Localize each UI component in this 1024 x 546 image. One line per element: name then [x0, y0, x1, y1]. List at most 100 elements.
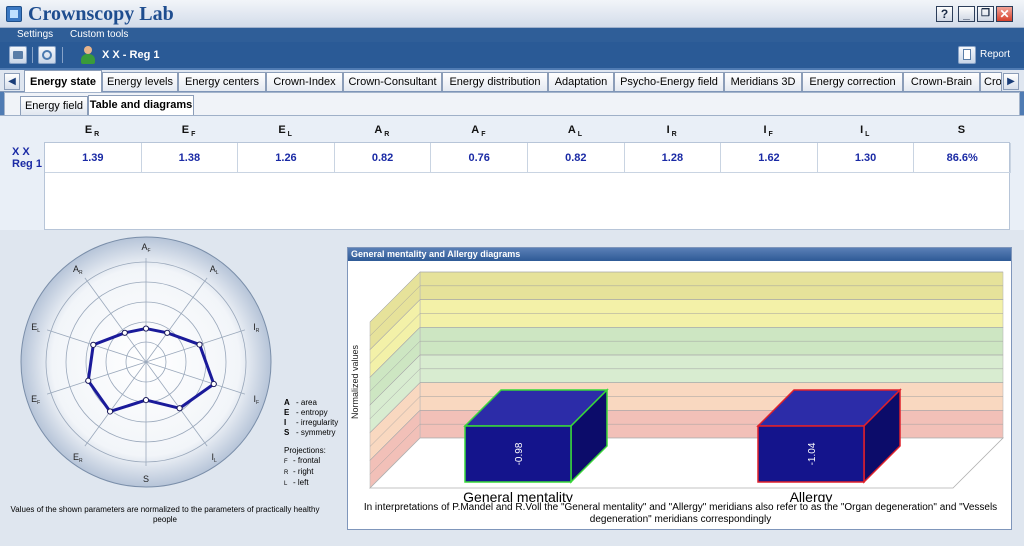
tab-psycho-energy-field[interactable]: Psycho-Energy field	[614, 72, 724, 91]
radar-axis-line	[145, 277, 208, 363]
chart-grid-line	[369, 354, 421, 406]
tab-meridians-3d[interactable]: Meridians 3D	[724, 72, 802, 91]
bar-front-face	[757, 425, 865, 483]
bar-value-label: -0.98	[514, 442, 525, 465]
projection-item: R- right	[284, 467, 314, 476]
radar-axis-line	[46, 329, 147, 363]
category-label: Allergy	[790, 489, 833, 502]
diagram-panel: General mentality and Allergy diagrams N…	[347, 247, 1012, 530]
radar-axis-line	[84, 361, 147, 447]
column-header-af: A F	[471, 124, 486, 139]
diagram-note: In interpretations of P.Mandel and R.Vol…	[363, 502, 998, 525]
tab-adaptation[interactable]: Adaptation	[548, 72, 614, 91]
radar-axis-label: EF	[31, 394, 40, 406]
tab-energy-distribution[interactable]: Energy distribution	[442, 72, 548, 91]
subtab-table-and-diagrams[interactable]: Table and diagrams	[88, 95, 194, 115]
parameters-table: E R E F E L A R A F A L I R I F I L S X X Reg 1 1.…	[0, 116, 1024, 230]
print-icon	[13, 51, 23, 59]
projections-title: Projections:	[284, 446, 326, 455]
column-header-el: E L	[278, 124, 292, 139]
radar-axis-label: IR	[253, 322, 260, 334]
diagram-title: General mentality and Allergy diagrams	[348, 248, 1011, 261]
restore-button[interactable]: ❐	[977, 6, 994, 22]
tabs-scroll-right-button[interactable]: ▶	[1003, 73, 1019, 90]
close-button[interactable]: ✕	[996, 6, 1013, 22]
toolbar: X X - Reg 1 Report	[0, 42, 1024, 68]
tab-energy-state[interactable]: Energy state	[24, 70, 102, 92]
column-header-if: I F	[763, 124, 773, 139]
tab-energy-centers[interactable]: Energy centers	[178, 72, 266, 91]
tab-energy-correction[interactable]: Energy correction	[802, 72, 903, 91]
chart-grid-line	[369, 299, 421, 350]
radar-axis-line	[84, 277, 147, 363]
projection-item: F- frontal	[284, 456, 321, 465]
legend-item: I- irregularity	[284, 418, 339, 427]
radar-note: Values of the shown parameters are norma…	[10, 505, 320, 524]
radar-axis-label: AR	[73, 264, 83, 276]
table-cell: 0.76	[431, 143, 528, 173]
column-header-ef: E F	[181, 124, 196, 139]
tab-crown-consultant[interactable]: Crown-Consultant	[343, 72, 442, 91]
table-cell: 1.30	[817, 143, 915, 173]
chart-grid-line	[369, 340, 421, 392]
toolbar-separator	[32, 47, 33, 63]
data-grid[interactable]: 1.39 1.38 1.26 0.82 0.76 0.82 1.28 1.62 1.30 86.6…	[44, 142, 1011, 230]
subtab-divider	[0, 115, 1024, 116]
chart-grid-line	[369, 423, 421, 475]
menu-custom-tools[interactable]: Custom tools	[70, 29, 129, 40]
tab-crown-partial[interactable]: Cro	[980, 72, 1002, 91]
radar-point	[196, 341, 203, 348]
bar-chart-3d: Normalized values -0.98 General mentality -…	[350, 271, 1004, 502]
category-label: General mentality	[463, 489, 573, 502]
menu-bar: Settings Custom tools	[0, 28, 1024, 42]
table-cell: 86.6%	[914, 143, 1011, 173]
column-header-er: E R	[84, 124, 100, 139]
radar-point	[164, 329, 171, 336]
history-button[interactable]	[38, 46, 56, 64]
title-bar: Crownscopy Lab ? _ ❐ ✕	[0, 0, 1024, 28]
help-button[interactable]: ?	[936, 6, 953, 22]
table-cell: 1.26	[238, 143, 335, 173]
table-cell: 1.62	[721, 143, 818, 173]
subtab-energy-field[interactable]: Energy field	[20, 96, 88, 115]
chart-grid-line	[369, 271, 421, 323]
tab-energy-levels[interactable]: Energy levels	[102, 72, 178, 91]
report-button[interactable]: Report	[980, 49, 1011, 60]
radar-axis-label: AL	[210, 264, 219, 276]
tabs-scroll-left-button[interactable]: ◀	[4, 73, 20, 90]
tab-crown-index[interactable]: Crown-Index	[266, 72, 343, 91]
table-cell: 1.39	[45, 143, 142, 173]
radar-point	[106, 408, 114, 415]
report-icon[interactable]	[958, 46, 976, 64]
chart-grid-line	[369, 327, 421, 378]
column-header-ir: I R	[666, 124, 677, 139]
clock-icon	[42, 50, 52, 60]
minimize-button[interactable]: _	[958, 6, 975, 22]
radar-axis-line	[46, 361, 147, 395]
radar-point	[176, 405, 183, 412]
radar-chart: AF AL IR IF IL S ER EF EL AR	[20, 236, 272, 488]
radar-legend: A- area E - entropy I - irregularity S - symme…	[284, 398, 338, 489]
radar-point	[210, 380, 217, 388]
radar-axis-line	[145, 361, 208, 447]
print-button[interactable]	[9, 46, 27, 64]
projection-item: L- left	[284, 478, 309, 487]
menu-settings[interactable]: Settings	[17, 29, 54, 40]
chart-grid-line	[369, 368, 421, 420]
table-cell: 1.38	[141, 143, 239, 173]
radar-point	[121, 329, 128, 336]
bar-front-face	[464, 425, 572, 483]
table-cell: 1.28	[624, 143, 722, 173]
tab-crown-brain[interactable]: Crown-Brain	[903, 72, 980, 91]
radar-point	[142, 397, 150, 404]
app-title: Crownscopy Lab	[28, 3, 174, 25]
radar-axis-line	[145, 329, 246, 363]
legend-item: E- entropy	[284, 408, 328, 417]
column-header-al: A L	[567, 124, 583, 139]
y-axis-label: Normalized values	[350, 344, 360, 419]
radar-point	[142, 325, 150, 332]
status-bar	[0, 538, 1024, 546]
radar-axis-label: IL	[212, 452, 218, 464]
chart-grid-line	[369, 410, 421, 461]
